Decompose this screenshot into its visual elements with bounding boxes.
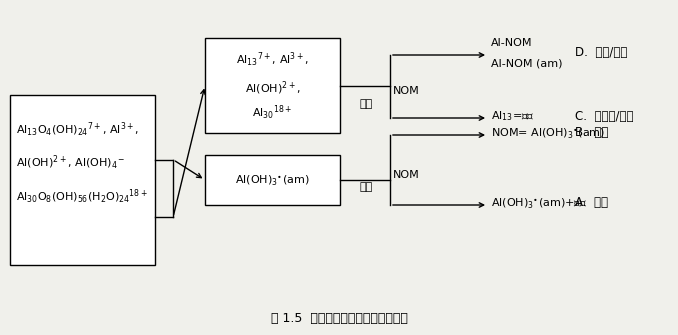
Text: NOM: NOM	[393, 170, 420, 180]
Text: D.  络合/沉淀: D. 络合/沉淀	[575, 47, 627, 60]
Text: Al$_{13}$O$_4$(OH)$_{24}$$^{7+}$, Al$^{3+}$,: Al$_{13}$O$_4$(OH)$_{24}$$^{7+}$, Al$^{3…	[16, 121, 139, 139]
Text: C.  电中和/脱稳: C. 电中和/脱稳	[575, 110, 633, 123]
Text: Al$_{13}$$^{7+}$, Al$^{3+}$,: Al$_{13}$$^{7+}$, Al$^{3+}$,	[236, 51, 309, 69]
Text: Al(OH)$_3$$^{\bullet}$(am)+胶体: Al(OH)$_3$$^{\bullet}$(am)+胶体	[491, 196, 587, 210]
Text: NOM= Al(OH)$_3$$^{\bullet}$(am): NOM= Al(OH)$_3$$^{\bullet}$(am)	[491, 126, 605, 140]
Text: 图 1.5  聚合氯化铝的絮凝机理示意图: 图 1.5 聚合氯化铝的絮凝机理示意图	[271, 312, 407, 325]
Text: Al(OH)$_3$$^{\bullet}$(am): Al(OH)$_3$$^{\bullet}$(am)	[235, 173, 310, 187]
Text: Al-NOM (am): Al-NOM (am)	[491, 58, 563, 68]
Bar	[205, 38, 340, 133]
Text: Al-NOM: Al-NOM	[491, 38, 532, 48]
Text: Al(OH)$^{2+}$,: Al(OH)$^{2+}$,	[245, 79, 300, 97]
Text: Al(OH)$^{2+}$, Al(OH)$_4$$^-$: Al(OH)$^{2+}$, Al(OH)$_4$$^-$	[16, 154, 125, 172]
Bar	[10, 95, 155, 265]
Text: 胶体: 胶体	[360, 99, 374, 109]
Text: Al$_{13}$=胶体: Al$_{13}$=胶体	[491, 109, 535, 123]
Text: 胶体: 胶体	[360, 182, 374, 192]
Text: Al$_{30}$$^{18+}$: Al$_{30}$$^{18+}$	[252, 104, 293, 122]
Text: NOM: NOM	[393, 86, 420, 96]
Bar	[205, 155, 340, 205]
Text: A.  网捕: A. 网捕	[575, 197, 608, 209]
Text: Al$_{30}$O$_8$(OH)$_{56}$(H$_2$O)$_{24}$$^{18+}$: Al$_{30}$O$_8$(OH)$_{56}$(H$_2$O)$_{24}$…	[16, 188, 148, 206]
Text: B.  吸附: B. 吸附	[575, 127, 608, 139]
